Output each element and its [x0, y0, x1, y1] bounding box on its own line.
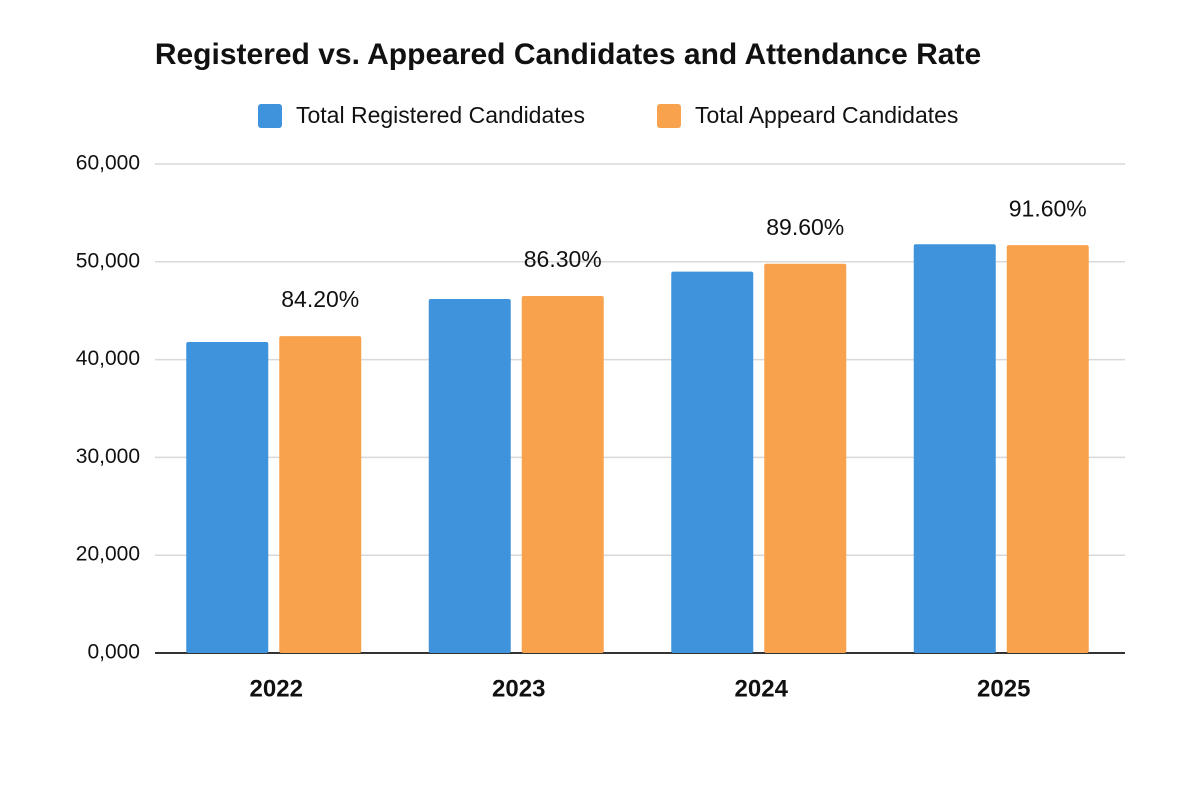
y-tick-label: 30,000 — [76, 445, 140, 468]
x-tick-label: 2025 — [977, 675, 1030, 702]
bar — [671, 271, 754, 653]
annotation: 89.60% — [766, 214, 844, 240]
legend-label: Total Appeard Candidates — [695, 102, 958, 128]
bar — [186, 341, 269, 653]
x-tick-label: 2023 — [492, 675, 545, 702]
bar — [1006, 245, 1089, 653]
legend-swatch — [657, 104, 681, 128]
annotation: 84.20% — [281, 286, 359, 312]
y-tick-label: 60,000 — [76, 152, 140, 175]
bar — [279, 336, 362, 653]
bar — [428, 298, 511, 653]
annotation: 91.60% — [1009, 195, 1087, 221]
bar — [764, 263, 847, 653]
y-tick-label: 40,000 — [76, 347, 140, 370]
y-tick-label: 50,000 — [76, 249, 140, 272]
annotation: 86.30% — [524, 246, 602, 272]
y-tick-label: 0,000 — [87, 641, 140, 664]
bar — [521, 296, 604, 653]
legend-label: Total Registered Candidates — [296, 102, 585, 128]
x-tick-label: 2022 — [250, 675, 303, 702]
y-tick-label: 20,000 — [76, 543, 140, 566]
chart-title: Registered vs. Appeared Candidates and A… — [155, 38, 981, 71]
x-tick-label: 2024 — [735, 675, 789, 702]
bar — [913, 244, 996, 654]
legend-swatch — [258, 104, 282, 128]
